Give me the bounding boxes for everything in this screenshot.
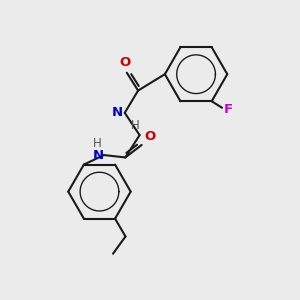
Text: N: N xyxy=(93,148,104,162)
Text: H: H xyxy=(131,119,140,132)
Text: F: F xyxy=(224,103,233,116)
Text: N: N xyxy=(112,106,123,119)
Text: O: O xyxy=(145,130,156,142)
Text: O: O xyxy=(120,56,131,69)
Text: H: H xyxy=(93,137,102,150)
